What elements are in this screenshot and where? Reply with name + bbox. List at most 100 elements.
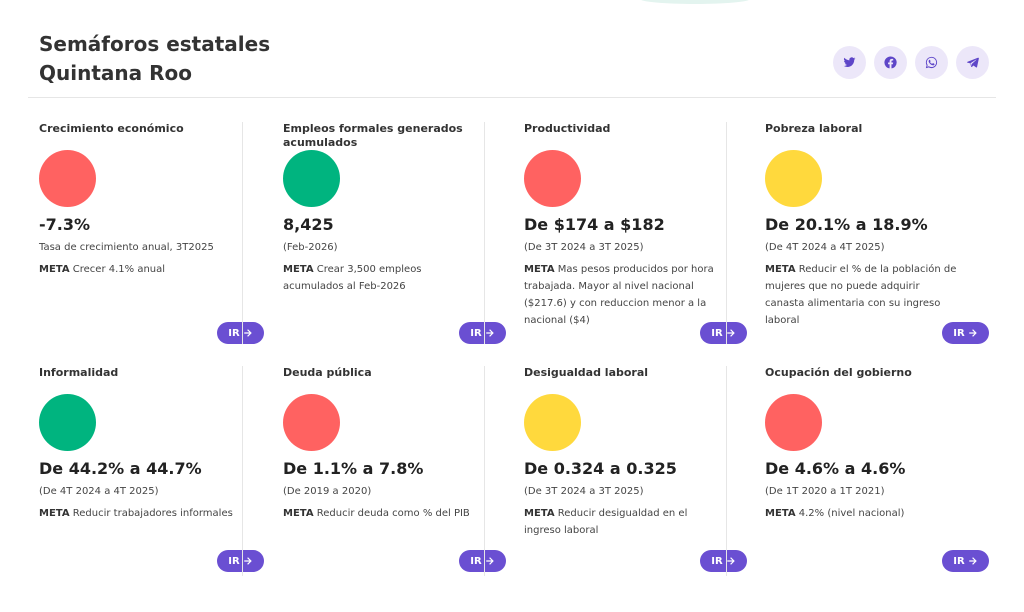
card-value: De 1.1% a 7.8% <box>283 459 424 478</box>
goal-text: 4.2% (nivel nacional) <box>798 508 905 519</box>
go-button-label: IR <box>711 555 723 567</box>
status-light <box>524 150 581 207</box>
arrow-right-icon <box>243 329 252 337</box>
goal-text: Crear 3,500 empleos acumulados al Feb-20… <box>283 264 422 292</box>
page-title-line2: Quintana Roo <box>39 61 192 85</box>
indicator-card-pobreza: Pobreza laboral De 20.1% a 18.9% (De 4T … <box>726 122 989 344</box>
goal-text: Crecer 4.1% anual <box>72 264 166 275</box>
arrow-right-icon <box>485 329 494 337</box>
status-light <box>39 150 96 207</box>
go-button[interactable]: IR <box>217 550 264 572</box>
card-period: (De 4T 2024 a 4T 2025) <box>39 486 159 497</box>
goal-text: Reducir trabajadores informales <box>72 508 233 519</box>
goal-label: META <box>765 264 796 275</box>
goal-text: Reducir el % de la población de mujeres … <box>765 264 957 326</box>
page-header: Semáforos estatales Quintana Roo <box>39 30 989 86</box>
go-button-label: IR <box>953 555 965 567</box>
card-title: Pobreza laboral <box>765 122 863 135</box>
go-button-label: IR <box>470 555 482 567</box>
card-title: Productividad <box>524 122 611 135</box>
goal-label: META <box>283 508 314 519</box>
arrow-right-icon <box>968 329 977 337</box>
card-goal: META Crecer 4.1% anual <box>39 261 235 278</box>
page-title: Semáforos estatales Quintana Roo <box>39 30 989 88</box>
card-value: De 44.2% a 44.7% <box>39 459 202 478</box>
share-buttons <box>833 46 989 79</box>
indicator-card-informalidad: Informalidad De 44.2% a 44.7% (De 4T 202… <box>0 366 264 576</box>
share-whatsapp-button[interactable] <box>915 46 948 79</box>
goal-label: META <box>524 508 555 519</box>
whatsapp-icon <box>925 56 938 69</box>
indicator-card-crecimiento: Crecimiento económico -7.3% Tasa de crec… <box>0 122 264 344</box>
go-button[interactable]: IR <box>700 322 747 344</box>
card-period: (De 3T 2024 a 3T 2025) <box>524 242 644 253</box>
go-button-label: IR <box>953 327 965 339</box>
go-button[interactable]: IR <box>217 322 264 344</box>
card-value: De 20.1% a 18.9% <box>765 215 928 234</box>
card-period: (Feb-2026) <box>283 242 338 253</box>
card-goal: META Mas pesos producidos por hora traba… <box>524 261 720 329</box>
card-goal: META Reducir desigualdad en el ingreso l… <box>524 505 720 539</box>
indicator-card-ocupacion: Ocupación del gobierno De 4.6% a 4.6% (D… <box>726 366 989 576</box>
top-decoration <box>640 0 750 4</box>
arrow-right-icon <box>726 557 735 565</box>
go-button-label: IR <box>470 327 482 339</box>
card-goal: META Reducir deuda como % del PIB <box>283 505 479 522</box>
go-button[interactable]: IR <box>942 322 989 344</box>
status-light <box>765 150 822 207</box>
status-light <box>283 394 340 451</box>
status-light <box>524 394 581 451</box>
card-value: De $174 a $182 <box>524 215 665 234</box>
arrow-right-icon <box>243 557 252 565</box>
card-period: Tasa de crecimiento anual, 3T2025 <box>39 242 214 253</box>
goal-text: Mas pesos producidos por hora trabajada.… <box>524 264 714 326</box>
goal-label: META <box>765 508 796 519</box>
card-period: (De 4T 2024 a 4T 2025) <box>765 242 885 253</box>
share-telegram-button[interactable] <box>956 46 989 79</box>
telegram-icon <box>967 57 979 68</box>
card-value: 8,425 <box>283 215 334 234</box>
card-value: -7.3% <box>39 215 91 234</box>
go-button[interactable]: IR <box>459 322 506 344</box>
goal-text: Reducir desigualdad en el ingreso labora… <box>524 508 688 536</box>
go-button[interactable]: IR <box>459 550 506 572</box>
status-light <box>765 394 822 451</box>
card-title: Empleos formales generados acumulados <box>283 122 463 149</box>
goal-label: META <box>524 264 555 275</box>
arrow-right-icon <box>485 557 494 565</box>
indicator-card-empleos: Empleos formales generados acumulados 8,… <box>242 122 506 344</box>
goal-label: META <box>39 508 70 519</box>
arrow-right-icon <box>968 557 977 565</box>
go-button-label: IR <box>228 555 240 567</box>
page-title-line1: Semáforos estatales <box>39 32 271 56</box>
facebook-icon <box>884 56 897 69</box>
status-light <box>283 150 340 207</box>
card-title: Informalidad <box>39 366 119 379</box>
goal-label: META <box>39 264 70 275</box>
go-button[interactable]: IR <box>700 550 747 572</box>
goal-label: META <box>283 264 314 275</box>
card-title: Deuda pública <box>283 366 372 379</box>
indicator-card-deuda: Deuda pública De 1.1% a 7.8% (De 2019 a … <box>242 366 506 576</box>
goal-text: Reducir deuda como % del PIB <box>316 508 470 519</box>
card-title: Desigualdad laboral <box>524 366 649 379</box>
card-goal: META 4.2% (nivel nacional) <box>765 505 961 522</box>
arrow-right-icon <box>726 329 735 337</box>
card-goal: META Crear 3,500 empleos acumulados al F… <box>283 261 479 295</box>
card-title: Crecimiento económico <box>39 122 184 135</box>
go-button[interactable]: IR <box>942 550 989 572</box>
share-twitter-button[interactable] <box>833 46 866 79</box>
card-period: (De 1T 2020 a 1T 2021) <box>765 486 885 497</box>
card-value: De 4.6% a 4.6% <box>765 459 906 478</box>
go-button-label: IR <box>711 327 723 339</box>
indicator-card-productividad: Productividad De $174 a $182 (De 3T 2024… <box>484 122 747 344</box>
card-goal: META Reducir el % de la población de muj… <box>765 261 961 329</box>
card-value: De 0.324 a 0.325 <box>524 459 677 478</box>
share-facebook-button[interactable] <box>874 46 907 79</box>
card-goal: META Reducir trabajadores informales <box>39 505 235 522</box>
card-period: (De 2019 a 2020) <box>283 486 372 497</box>
twitter-icon <box>843 57 856 67</box>
card-title: Ocupación del gobierno <box>765 366 912 379</box>
status-light <box>39 394 96 451</box>
card-period: (De 3T 2024 a 3T 2025) <box>524 486 644 497</box>
